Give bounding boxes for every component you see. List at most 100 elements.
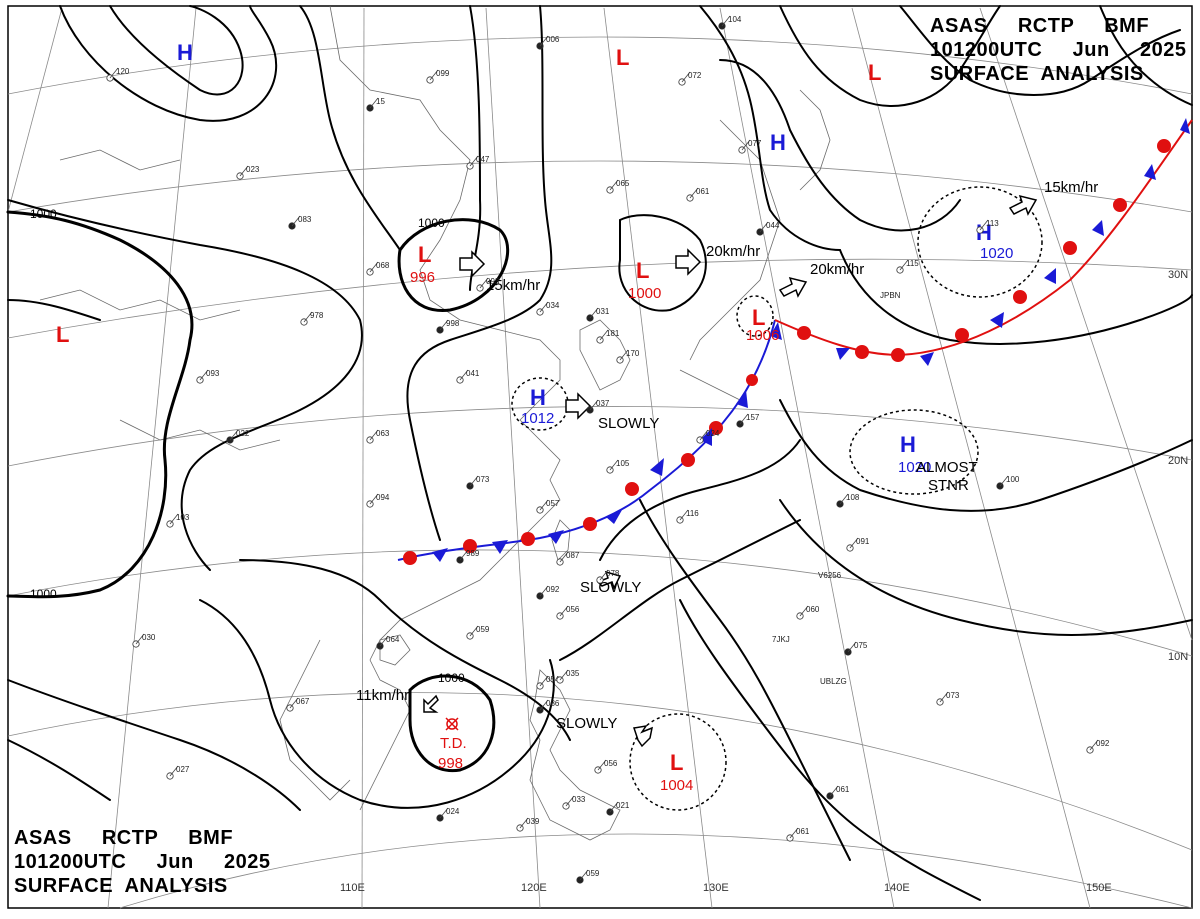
low-center: L	[752, 305, 765, 330]
station-value: 061	[696, 187, 710, 196]
station-value: 021	[616, 801, 630, 810]
motion-label: 15km/hr	[1044, 179, 1098, 196]
wind-barb	[565, 795, 575, 807]
wind-barb	[539, 675, 549, 687]
coastlines	[39, 5, 831, 841]
tropical-depression-label: T.D.	[440, 735, 467, 752]
meridian-110e	[361, 7, 365, 909]
station-value: 068	[376, 261, 390, 270]
lat-label: 20N	[1168, 455, 1188, 467]
arrow-low-996	[459, 250, 486, 278]
wind-barb	[539, 585, 549, 597]
wind-barb	[609, 179, 619, 191]
station-value: 170	[626, 349, 640, 358]
isobars	[6, 5, 1193, 901]
station-value: 072	[688, 71, 702, 80]
wind-barb	[479, 277, 489, 289]
stationary-front	[397, 118, 1193, 565]
station-value: 100	[1006, 475, 1020, 484]
wind-barb	[699, 429, 709, 441]
station-value: 059	[586, 869, 600, 878]
closed-circulations	[511, 186, 1043, 811]
station-value: 061	[796, 827, 810, 836]
station-value: 027	[176, 765, 190, 774]
map-frame	[7, 5, 1193, 909]
station-value: 033	[572, 795, 586, 804]
parallel-20n	[7, 406, 1193, 467]
station-value: 035	[566, 669, 580, 678]
station-value: 157	[746, 413, 760, 422]
station-value: 075	[854, 641, 868, 650]
wind-barb	[839, 493, 849, 505]
lon-label: 120E	[521, 882, 547, 894]
station-value: 087	[566, 551, 580, 560]
station-value: 099	[436, 69, 450, 78]
wind-barb	[681, 71, 691, 83]
wind-barb	[679, 509, 689, 521]
station-value: 031	[596, 307, 610, 316]
station-value: 047	[476, 155, 490, 164]
low-pressure-value: 1006	[746, 327, 779, 344]
station-value: 998	[446, 319, 460, 328]
high-center: H	[177, 40, 193, 65]
wind-barb	[599, 329, 609, 341]
station-value: 056	[566, 605, 580, 614]
wind-barb	[559, 669, 569, 681]
wind-barb	[439, 319, 449, 331]
motion-label: 15km/hr	[486, 277, 540, 294]
wind-barb	[369, 429, 379, 441]
parallel-30n	[7, 258, 1193, 339]
meridian-150e	[851, 7, 1091, 909]
header-line-2: 101200UTC Jun 2025	[930, 39, 1187, 61]
station-value: 092	[546, 585, 560, 594]
station-value: 104	[728, 15, 742, 24]
station-value: 077	[748, 139, 762, 148]
station-value: 073	[476, 475, 490, 484]
high-center: H	[976, 220, 992, 245]
station-value: 086	[546, 699, 560, 708]
station-value: 061	[836, 785, 850, 794]
station-value: 057	[546, 499, 560, 508]
wind-barb	[539, 301, 549, 313]
station-value: 091	[856, 537, 870, 546]
motion-label: 20km/hr	[706, 243, 760, 260]
wind-barb	[741, 139, 751, 151]
wind-barb	[999, 475, 1009, 487]
wind-barb	[739, 413, 749, 425]
chart-header-bottom: ASAS RCTP BMF 101200UTC Jun 2025 SURFACE…	[14, 826, 270, 898]
wind-barb	[429, 69, 439, 81]
station-value: 115	[906, 259, 919, 268]
wind-barb	[519, 817, 529, 829]
arrow-low-1006	[778, 276, 808, 298]
station-value: 030	[142, 633, 156, 642]
station-value: 064	[386, 635, 400, 644]
chart-header-top: ASAS RCTP BMF 101200UTC Jun 2025 SURFACE…	[930, 14, 1186, 86]
wind-barb	[369, 97, 379, 109]
low-pressure-value: 996	[410, 269, 435, 286]
wind-barb	[829, 785, 839, 797]
arrow-low-1004	[633, 724, 654, 748]
wind-barb	[169, 513, 179, 525]
wind-barb	[599, 569, 609, 581]
isobar-label: 1000	[30, 207, 57, 221]
station-value: 094	[376, 493, 390, 502]
station-plots: 006 099 120 15 047 023 083 068 978 998 093 034 031 07…	[106, 15, 1110, 884]
lon-label: 150E	[1086, 882, 1112, 894]
wind-barb	[369, 261, 379, 273]
wind-barb	[303, 311, 313, 323]
wind-barb	[579, 869, 589, 881]
station-value: 113	[986, 219, 999, 228]
station-value: 108	[846, 493, 860, 502]
station-value: 039	[526, 817, 540, 826]
wind-barb	[109, 67, 119, 79]
station-value: 041	[466, 369, 480, 378]
arrow-high-1020-north	[1008, 194, 1038, 216]
lat-label: 30N	[1168, 269, 1188, 281]
header-line-3: SURFACE ANALYSIS	[930, 63, 1144, 85]
wind-barb	[559, 605, 569, 617]
station-value: 181	[606, 329, 620, 338]
header-line-1: ASAS RCTP BMF	[14, 827, 234, 849]
wind-barb	[799, 605, 809, 617]
meridian-120e	[485, 7, 541, 909]
